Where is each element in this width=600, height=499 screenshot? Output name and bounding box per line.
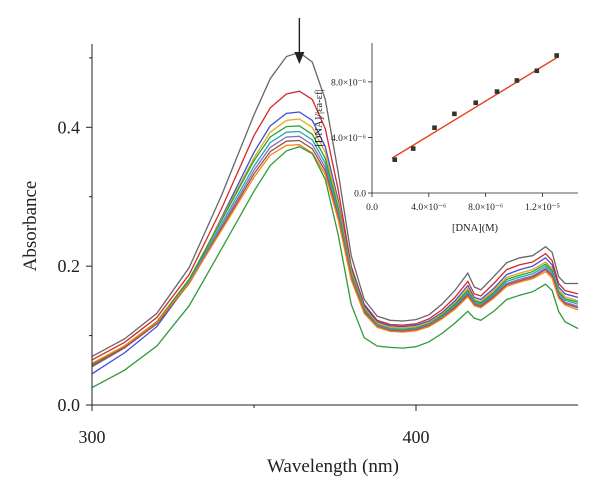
inset-data-point <box>392 157 398 162</box>
inset-x-tick-label: 1.2×10⁻⁵ <box>525 203 560 213</box>
spectrum-line-6 <box>91 130 579 367</box>
spectrum-line-1 <box>91 51 578 357</box>
inset-x-tick-label: 4.0×10⁻⁶ <box>411 203 446 213</box>
spectrum-line-7 <box>91 135 579 368</box>
spectrum-line-2 <box>91 90 579 361</box>
peak-arrow-head <box>294 52 305 64</box>
main-y-tick-label: 0.2 <box>58 256 81 276</box>
main-x-tick-label: 400 <box>403 427 430 447</box>
inset-x-tick-label: 0.0 <box>366 203 378 213</box>
inset-fit-line <box>391 56 559 159</box>
spectrum-line-4 <box>91 118 579 366</box>
main-x-axis-title: Wavelength (nm) <box>267 456 399 477</box>
inset-x-ticks: 0.0 4.0×10⁻⁶ 8.0×10⁻⁶ 1.2×10⁻⁵ <box>366 193 560 213</box>
spectrum-line-9 <box>91 144 579 364</box>
inset-x-tick-label: 8.0×10⁻⁶ <box>468 203 503 213</box>
main-y-ticks: 0.0 0.2 0.4 <box>58 57 92 415</box>
main-y-tick-label: 0.0 <box>58 395 81 415</box>
inset-data-point <box>432 125 437 131</box>
main-y-axis-title: Absorbance <box>20 181 41 272</box>
spectrum-line-8 <box>91 139 579 367</box>
inset-data-point <box>554 53 559 58</box>
spectrum-line-3 <box>91 111 579 375</box>
main-plot: 300 400 0.0 0.2 0.4 Wavelength (nm) Absorba… <box>20 18 579 477</box>
inset-fit-line-group <box>391 56 559 159</box>
inset-points-group <box>392 53 559 162</box>
inset-data-point <box>473 100 479 106</box>
inset-data-point <box>534 68 540 74</box>
main-x-ticks: 300 400 <box>79 405 430 447</box>
inset-y-tick-label: 8.0×10⁻⁶ <box>331 78 366 88</box>
inset-data-point <box>410 146 416 151</box>
inset-data-point <box>514 78 520 83</box>
inset-y-axis-title: [DNA]/|εa-εf| <box>314 89 325 146</box>
inset-data-point <box>494 89 500 94</box>
inset-y-tick-label: 0.0 <box>354 190 366 200</box>
spectrum-line-10 <box>91 145 579 389</box>
inset-x-axis-title: [DNA](M) <box>452 223 499 234</box>
main-y-tick-label: 0.4 <box>58 117 81 137</box>
peak-arrow-icon <box>294 18 305 64</box>
inset-data-point <box>452 111 457 117</box>
inset-y-ticks: 0.0 4.0×10⁻⁶ 8.0×10⁻⁶ <box>331 78 372 200</box>
inset-plot: 0.0 4.0×10⁻⁶ 8.0×10⁻⁶ 1.2×10⁻⁵ 0.0 4.0×10⁻⁶ 8… <box>314 43 578 234</box>
inset-y-tick-label: 4.0×10⁻⁶ <box>331 134 366 144</box>
main-series-group <box>91 51 579 389</box>
spectrum-line-5 <box>91 125 579 366</box>
main-x-tick-label: 300 <box>79 427 106 447</box>
